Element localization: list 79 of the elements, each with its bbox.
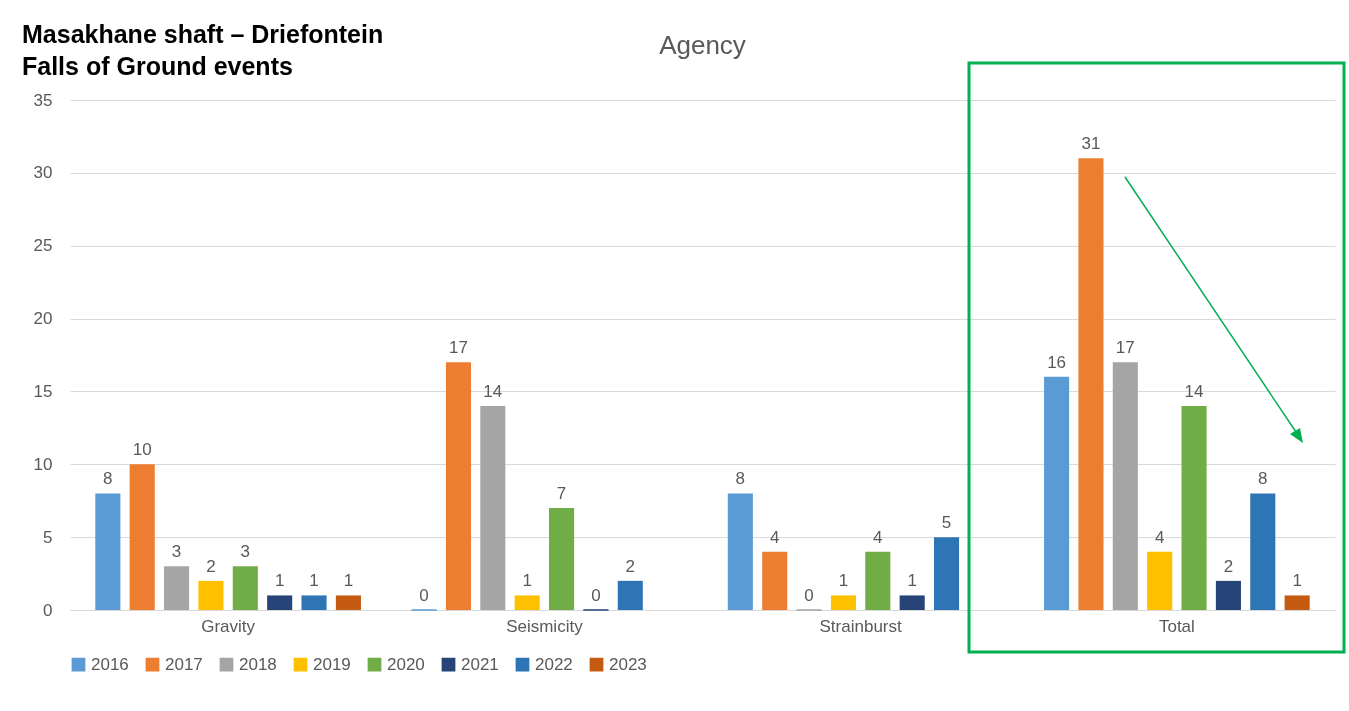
legend-label: 2019 (313, 654, 351, 674)
y-tick-label: 25 (33, 236, 53, 256)
data-label: 0 (419, 586, 429, 605)
data-label: 8 (735, 469, 746, 489)
legend-label: 2020 (387, 654, 425, 674)
bar (865, 551, 891, 610)
bar (1250, 493, 1276, 610)
bar (1112, 362, 1138, 610)
bar (95, 493, 121, 610)
legend-label: 2018 (239, 654, 277, 674)
data-label: 17 (1115, 338, 1135, 358)
y-tick-label: 0 (43, 600, 53, 620)
y-tick-label: 30 (33, 163, 53, 183)
bar (1078, 158, 1104, 610)
data-label: 4 (769, 527, 780, 547)
data-label: 1 (343, 571, 354, 591)
legend-label: 2016 (91, 654, 129, 674)
bar (1284, 595, 1310, 610)
legend-label: 2021 (461, 654, 499, 674)
y-tick-label: 15 (33, 381, 53, 401)
data-label: 14 (1184, 382, 1204, 401)
bar (1181, 406, 1207, 610)
bar (934, 537, 960, 610)
bar (1044, 376, 1070, 610)
bar (267, 595, 293, 610)
data-label: 10 (132, 440, 152, 460)
data-label: 8 (103, 469, 113, 489)
bar (335, 595, 361, 610)
data-label: 8 (1258, 469, 1268, 489)
bar (129, 464, 155, 610)
y-tick-label: 10 (33, 454, 53, 474)
bar (164, 566, 190, 610)
chart-subtitle: Agency (659, 30, 746, 60)
bar (1215, 580, 1241, 610)
y-tick-label: 35 (33, 90, 53, 110)
legend-label: 2023 (609, 654, 647, 674)
bar (762, 551, 788, 610)
data-label: 1 (1292, 571, 1302, 591)
chart-title: Masakhane shaft – Driefontein Falls of Ground events (22, 19, 385, 82)
data-label: 1 (907, 571, 917, 591)
data-label: 14 (483, 382, 503, 401)
bar (617, 580, 643, 610)
data-label: 16 (1047, 352, 1067, 372)
data-label: 4 (873, 527, 883, 547)
data-label: 2 (206, 556, 216, 576)
bar (445, 362, 471, 610)
data-label: 2 (625, 556, 636, 576)
data-label: 1 (522, 571, 532, 591)
data-label: 1 (274, 571, 285, 591)
bar (480, 406, 506, 610)
data-label: 17 (449, 338, 468, 358)
bar (232, 566, 258, 610)
bar (198, 580, 224, 610)
data-label: 7 (556, 484, 567, 503)
bar (1147, 551, 1173, 610)
bar (514, 595, 540, 610)
x-tick-label: Seismicity (506, 616, 584, 636)
x-tick-label: Total (1158, 616, 1195, 636)
data-label: 1 (838, 571, 849, 591)
y-tick-label: 20 (33, 309, 53, 329)
bar (899, 595, 925, 610)
y-tick-label: 5 (43, 527, 53, 547)
data-label: 5 (941, 513, 952, 533)
data-label: 2 (1223, 556, 1234, 576)
data-label: 1 (309, 571, 319, 591)
data-label: 0 (591, 586, 601, 605)
data-label: 31 (1081, 134, 1101, 154)
bar (301, 595, 327, 610)
legend-label: 2022 (535, 654, 573, 674)
legend-label: 2017 (165, 654, 203, 674)
data-label: 0 (804, 586, 814, 605)
data-label: 3 (240, 542, 251, 562)
data-label: 3 (171, 542, 182, 562)
bar (727, 493, 753, 610)
x-tick-label: Gravity (201, 616, 256, 636)
bar (830, 595, 856, 610)
x-tick-label: Strainburst (819, 616, 902, 636)
data-label: 4 (1154, 527, 1165, 547)
bar (549, 508, 575, 610)
